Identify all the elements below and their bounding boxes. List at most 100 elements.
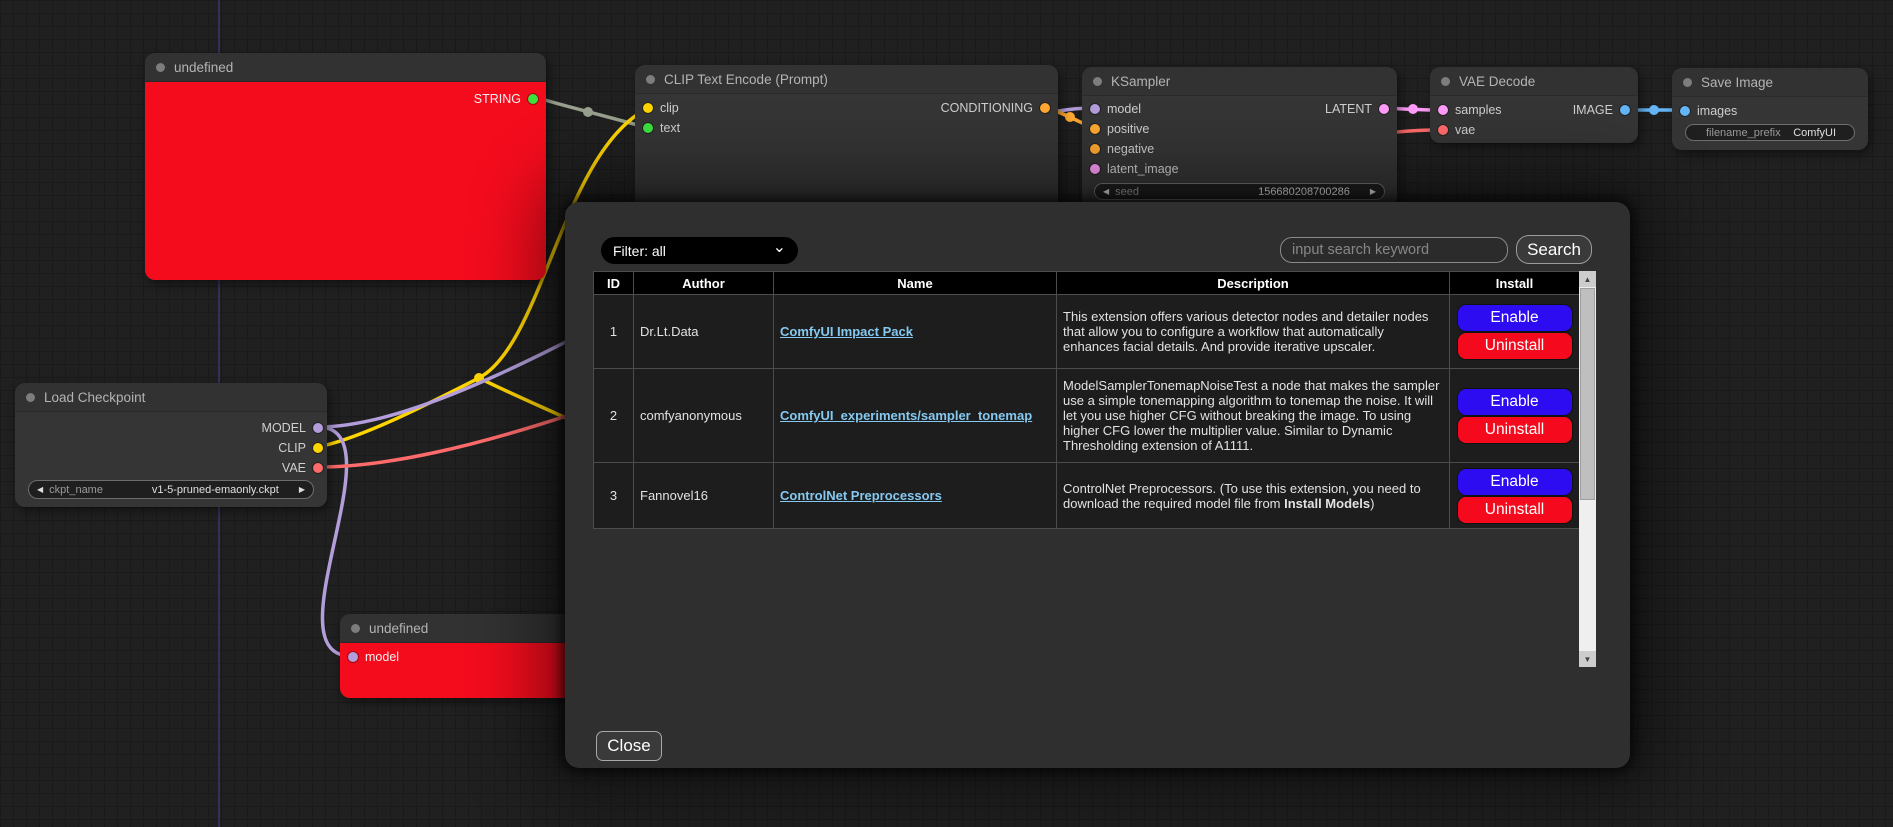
scrollbar-up-arrow-icon[interactable]: ▲ (1579, 271, 1596, 287)
collapse-dot-icon[interactable] (26, 392, 35, 402)
wire-model-to-undefined (316, 425, 353, 658)
enable-button[interactable]: Enable (1457, 304, 1572, 331)
string-output-label: STRING (473, 92, 521, 106)
string-output-slot[interactable] (528, 94, 538, 104)
node-title: undefined (174, 59, 234, 75)
collapse-dot-icon[interactable] (351, 623, 360, 633)
image-output-slot[interactable] (1620, 105, 1630, 115)
uninstall-button[interactable]: Uninstall (1457, 416, 1572, 443)
wire-clip-b (477, 106, 650, 380)
clip-input-slot[interactable] (643, 103, 653, 113)
increment-arrow-icon[interactable]: ▶ (1369, 186, 1376, 196)
node-clip-text-encode[interactable]: CLIP Text Encode (Prompt) clip CONDITION… (635, 65, 1058, 225)
seed-widget[interactable]: ◀ seed 156680208700286 ▶ (1094, 183, 1385, 200)
scrollbar-thumb[interactable] (1580, 288, 1595, 500)
extension-link[interactable]: ControlNet Preprocessors (780, 488, 942, 503)
enable-button[interactable]: Enable (1457, 388, 1572, 415)
cell-author: Fannovel16 (633, 462, 774, 529)
collapse-dot-icon[interactable] (1441, 76, 1450, 86)
cell-id: 1 (593, 294, 634, 369)
latent-image-input-label: latent_image (1107, 162, 1179, 176)
scrollbar-down-arrow-icon[interactable]: ▼ (1579, 651, 1596, 667)
node-header[interactable]: VAE Decode (1430, 67, 1638, 95)
header-description: Description (1056, 271, 1450, 295)
cell-description: This extension offers various detector n… (1056, 294, 1450, 369)
model-input-slot[interactable] (1090, 104, 1100, 114)
node-undefined-top[interactable]: undefined STRING (145, 53, 546, 280)
vae-input-slot[interactable] (1438, 125, 1448, 135)
table-scrollbar[interactable]: ▲ ▼ (1579, 271, 1596, 667)
seed-widget-value: 156680208700286 (1258, 185, 1350, 198)
latent-output-label: LATENT (1325, 102, 1372, 116)
model-output-slot[interactable] (313, 423, 323, 433)
filename-prefix-widget[interactable]: filename_prefix ComfyUI (1685, 124, 1855, 141)
ckpt-name-label: ckpt_name (49, 483, 103, 496)
node-title: CLIP Text Encode (Prompt) (664, 71, 828, 87)
search-input[interactable] (1280, 237, 1508, 263)
vae-output-slot[interactable] (313, 463, 323, 473)
table-row: 3 Fannovel16 ControlNet Preprocessors Co… (593, 462, 1580, 529)
reroute-dot-string[interactable] (583, 107, 593, 117)
node-title: Save Image (1701, 74, 1774, 90)
collapse-dot-icon[interactable] (1683, 77, 1692, 87)
node-title: Load Checkpoint (44, 389, 146, 405)
images-input-slot[interactable] (1680, 106, 1690, 116)
cell-id: 2 (593, 368, 634, 463)
positive-input-label: positive (1107, 122, 1150, 136)
node-header[interactable]: CLIP Text Encode (Prompt) (635, 65, 1058, 93)
uninstall-button[interactable]: Uninstall (1457, 496, 1572, 523)
text-input-slot[interactable] (643, 123, 653, 133)
increment-arrow-icon[interactable]: ▶ (298, 484, 305, 494)
latent-output-slot[interactable] (1379, 104, 1389, 114)
wire-clip-a (316, 376, 481, 449)
uninstall-button[interactable]: Uninstall (1457, 332, 1572, 359)
extension-link[interactable]: ComfyUI_experiments/sampler_tonemap (780, 408, 1033, 423)
collapse-dot-icon[interactable] (1093, 76, 1102, 86)
model-input-label: model (1107, 102, 1142, 116)
cell-author: Dr.Lt.Data (633, 294, 774, 369)
model-input-label: model (365, 650, 400, 664)
vae-input-label: vae (1455, 123, 1476, 137)
node-header[interactable]: Load Checkpoint (15, 383, 327, 411)
node-header[interactable]: Save Image (1672, 68, 1868, 96)
node-title: VAE Decode (1459, 73, 1536, 89)
node-ksampler[interactable]: KSampler model LATENT positive negative (1082, 67, 1397, 207)
node-vae-decode[interactable]: VAE Decode samples IMAGE vae (1430, 67, 1638, 143)
node-header[interactable]: KSampler (1082, 67, 1397, 95)
cell-install: Enable Uninstall (1449, 368, 1580, 463)
extension-manager-dialog: Filter: all ⌄ Search ID Author Name Desc… (565, 202, 1630, 768)
cell-install: Enable Uninstall (1449, 462, 1580, 529)
node-load-checkpoint[interactable]: Load Checkpoint MODEL CLIP VAE ◀ ckpt_na… (15, 383, 327, 507)
node-header[interactable]: undefined (145, 53, 546, 81)
collapse-dot-icon[interactable] (646, 74, 655, 84)
close-button[interactable]: Close (596, 731, 662, 761)
ckpt-name-widget[interactable]: ◀ ckpt_name v1-5-pruned-emaonly.ckpt ▶ (28, 480, 314, 499)
search-button[interactable]: Search (1516, 235, 1592, 264)
negative-input-slot[interactable] (1090, 144, 1100, 154)
enable-button[interactable]: Enable (1457, 468, 1572, 495)
node-save-image[interactable]: Save Image images filename_prefix ComfyU… (1672, 68, 1868, 150)
reroute-dot-image[interactable] (1649, 105, 1659, 115)
collapse-dot-icon[interactable] (156, 62, 165, 72)
extensions-table-container: ID Author Name Description Install 1 Dr.… (593, 271, 1596, 667)
header-install: Install (1449, 271, 1580, 295)
positive-input-slot[interactable] (1090, 124, 1100, 134)
node-title: KSampler (1111, 73, 1171, 89)
vae-output-label: VAE (281, 461, 306, 475)
node-title: undefined (369, 620, 429, 636)
model-output-label: MODEL (261, 421, 306, 435)
samples-input-slot[interactable] (1438, 105, 1448, 115)
extension-link[interactable]: ComfyUI Impact Pack (780, 324, 913, 339)
cell-author: comfyanonymous (633, 368, 774, 463)
clip-output-slot[interactable] (313, 443, 323, 453)
reroute-dot-latent[interactable] (1408, 104, 1418, 114)
decrement-arrow-icon[interactable]: ◀ (1103, 186, 1110, 196)
reroute-dot-conditioning[interactable] (1065, 112, 1075, 122)
filter-dropdown[interactable]: Filter: all ⌄ (601, 237, 798, 264)
conditioning-output-slot[interactable] (1040, 103, 1050, 113)
decrement-arrow-icon[interactable]: ◀ (37, 484, 44, 494)
latent-image-input-slot[interactable] (1090, 164, 1100, 174)
text-input-label: text (660, 121, 681, 135)
ckpt-name-value: v1-5-pruned-emaonly.ckpt (151, 483, 279, 496)
model-input-slot[interactable] (348, 652, 358, 662)
